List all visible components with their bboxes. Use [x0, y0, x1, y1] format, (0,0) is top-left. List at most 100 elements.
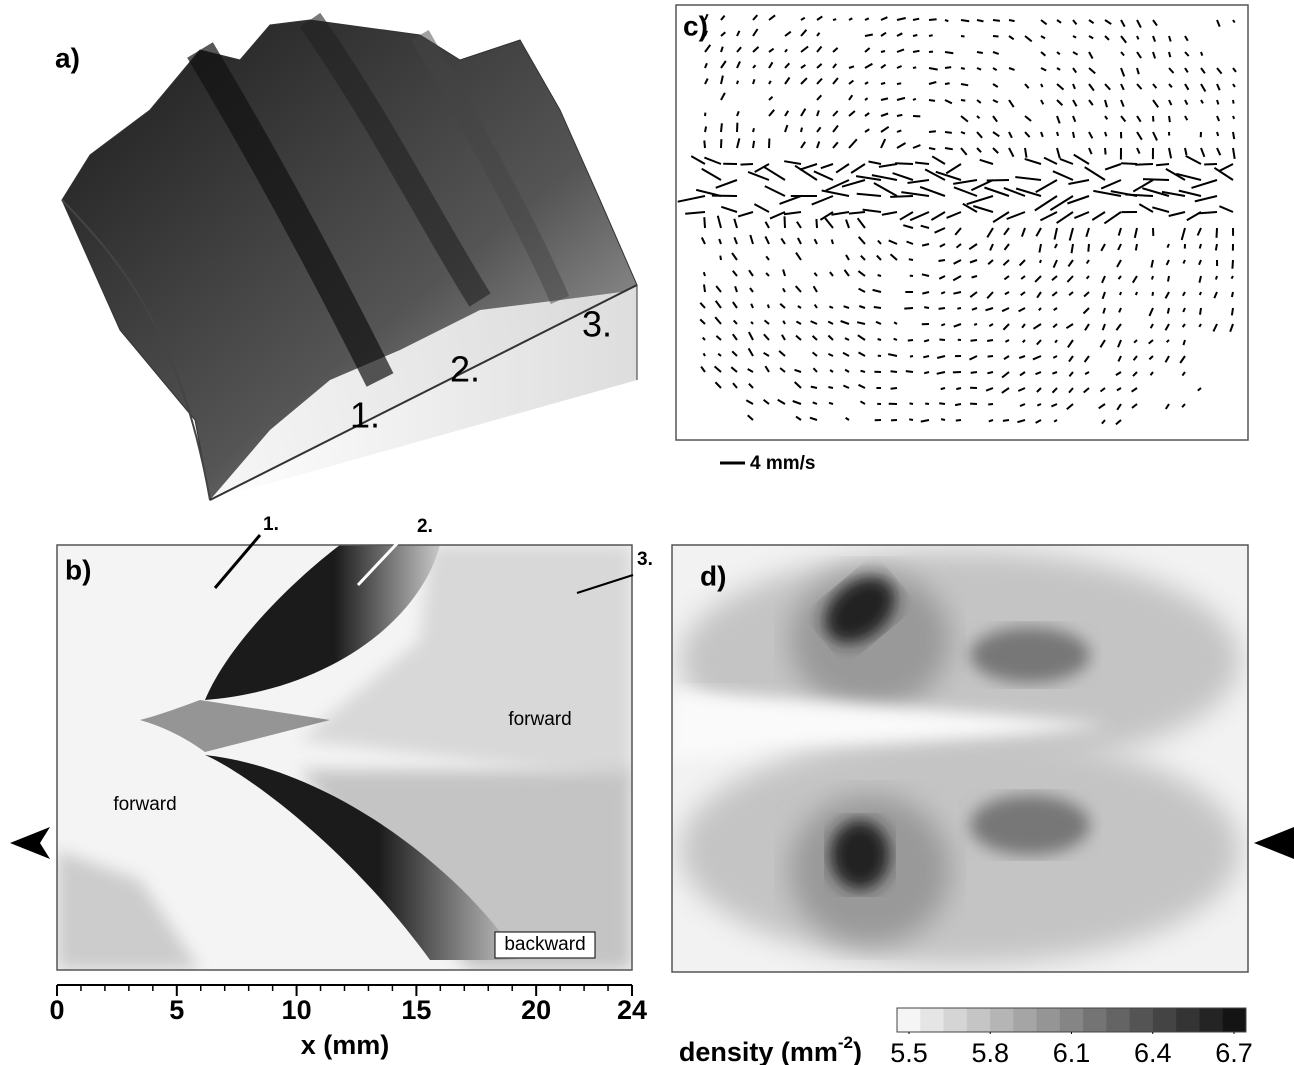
vector: [716, 215, 722, 229]
vector: [992, 19, 1001, 22]
vector: [1038, 243, 1042, 253]
vector: [763, 351, 770, 357]
vector: [979, 158, 994, 165]
vector: [720, 205, 738, 213]
vector: [989, 243, 994, 251]
vector: [896, 32, 903, 37]
x-tick-label: 24: [617, 995, 647, 1025]
vector: [1098, 403, 1106, 410]
vector: [720, 31, 726, 37]
vector: [1168, 67, 1175, 74]
vector: [783, 216, 786, 229]
vector: [992, 35, 999, 38]
vector: [1116, 387, 1122, 392]
vector: [1133, 339, 1138, 344]
vector: [1149, 323, 1154, 329]
vector: [800, 108, 807, 117]
vector: [715, 285, 722, 293]
vector: [1101, 323, 1106, 331]
vector: [930, 211, 946, 221]
vector: [877, 338, 882, 341]
vector: [909, 211, 930, 222]
vector: [732, 301, 738, 309]
vector: [936, 371, 946, 375]
vector: [935, 170, 962, 181]
vector: [1194, 195, 1218, 203]
colorbar-step: [1013, 1008, 1038, 1032]
vector: [1135, 163, 1154, 166]
vector: [1015, 187, 1042, 197]
vector: [1085, 275, 1090, 280]
vector: [1184, 35, 1189, 42]
vector: [953, 179, 978, 185]
vector: [704, 126, 708, 133]
vector: [1021, 323, 1026, 329]
vector: [782, 320, 786, 325]
vector: [1121, 162, 1138, 165]
vector: [992, 131, 1000, 138]
vector: [1214, 243, 1218, 251]
vector: [764, 221, 770, 229]
vector: [812, 285, 818, 293]
vector: [1136, 19, 1142, 29]
vector: [715, 335, 722, 341]
vector: [887, 353, 898, 357]
vector: [1200, 147, 1206, 158]
vector: [1100, 179, 1122, 190]
vector: [1036, 387, 1042, 393]
vector: [1197, 387, 1202, 392]
vector: [1088, 83, 1095, 92]
vector: [747, 368, 754, 373]
vector: [1036, 403, 1042, 407]
vector: [944, 131, 952, 134]
vector: [857, 236, 866, 245]
vector: [1120, 19, 1126, 28]
vector: [1066, 403, 1074, 411]
vector: [1104, 131, 1108, 137]
vector: [928, 99, 936, 102]
vector: [1120, 115, 1127, 123]
vector: [720, 46, 724, 53]
vector: [880, 97, 889, 101]
vector: [1115, 323, 1122, 331]
vector: [1142, 187, 1170, 197]
vector: [1008, 131, 1013, 139]
vector: [720, 14, 726, 21]
vector: [960, 99, 966, 102]
vector: [811, 335, 818, 341]
vector: [714, 300, 722, 309]
vector: [732, 270, 738, 277]
x-axis: 0 5 10 15 20 24: [49, 985, 647, 1025]
vector: [750, 321, 754, 325]
vector: [860, 255, 866, 261]
vector: [736, 110, 740, 117]
vector: [1232, 115, 1236, 120]
vector: [940, 418, 946, 421]
vector: [782, 269, 786, 277]
vector: [1198, 275, 1202, 283]
vector: [987, 355, 994, 358]
vector: [987, 259, 994, 265]
vector: [1213, 291, 1218, 299]
vector: [732, 382, 738, 389]
vector: [1216, 115, 1221, 122]
vector: [819, 211, 834, 221]
vector: [713, 365, 722, 373]
vector: [1067, 259, 1074, 267]
vector: [1059, 157, 1074, 165]
vector: [1152, 206, 1170, 213]
vector: [1018, 259, 1026, 267]
vector: [1132, 371, 1138, 377]
vector: [1103, 211, 1122, 225]
vector: [704, 30, 708, 37]
vector: [1040, 67, 1047, 72]
vector: [970, 371, 978, 374]
vector: [720, 92, 726, 101]
vector: [1152, 51, 1157, 59]
vector: [1017, 387, 1026, 392]
vector: [699, 302, 706, 309]
callout: 1.: [263, 514, 279, 535]
vector: [1181, 403, 1186, 408]
vector: [928, 67, 938, 71]
vector: [800, 45, 809, 53]
